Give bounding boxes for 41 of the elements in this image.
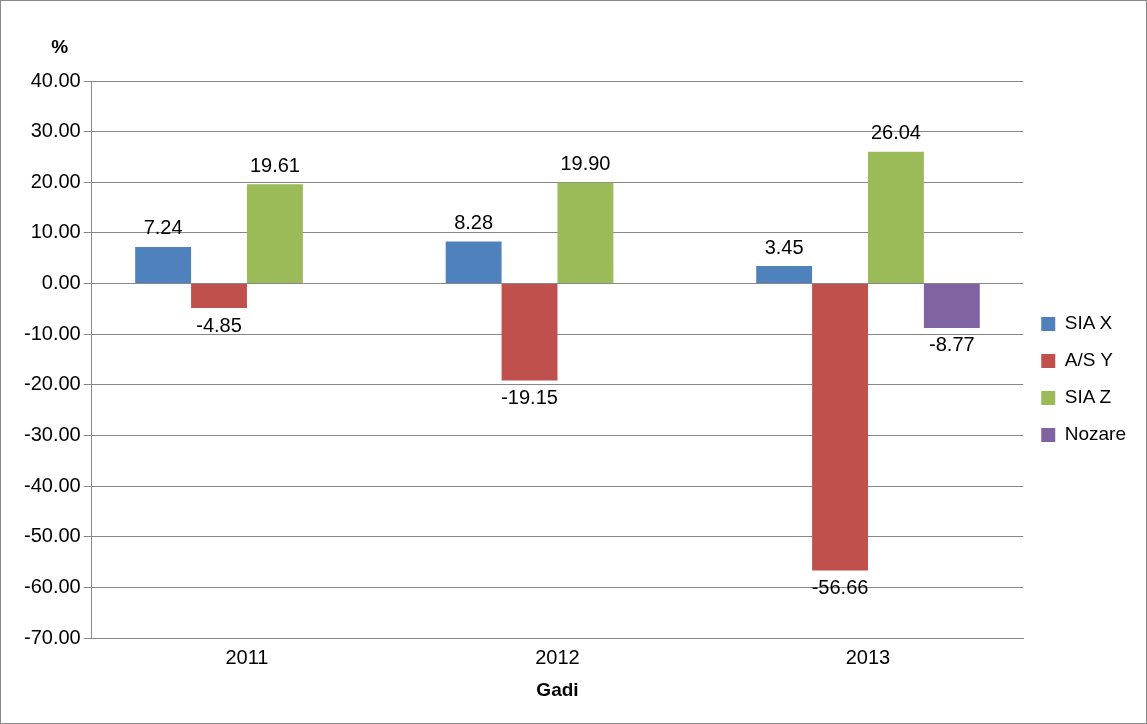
x-tick-label: 2012	[535, 645, 580, 668]
y-tick-label: 10.00	[30, 220, 81, 243]
y-tick-label: -40.00	[23, 473, 81, 496]
bar	[923, 284, 980, 328]
data-label: -56.66	[811, 575, 869, 598]
y-tick-label: 20.00	[30, 169, 81, 192]
legend-label: Nozare	[1064, 423, 1126, 445]
y-tick-label: -10.00	[23, 321, 81, 344]
bar	[756, 266, 813, 284]
bar	[812, 284, 868, 571]
legend-label: SIA Z	[1064, 386, 1112, 408]
x-axis-title: Gadi	[536, 679, 579, 700]
data-label: 19.90	[560, 152, 611, 175]
data-label: 7.24	[143, 216, 183, 239]
bar	[501, 284, 558, 381]
y-tick-label: 30.00	[30, 119, 81, 142]
data-label: 26.04	[870, 121, 921, 144]
data-label: -19.15	[501, 386, 558, 409]
y-axis-title: %	[51, 36, 69, 57]
bar	[557, 182, 614, 284]
y-tick-label: -30.00	[23, 422, 81, 445]
legend-label: A/S Y	[1064, 349, 1114, 371]
data-label: -4.85	[196, 313, 242, 336]
bar	[445, 241, 502, 284]
bar	[246, 184, 303, 284]
x-tick-label: 2013	[845, 645, 891, 668]
data-label: -8.77	[929, 333, 975, 356]
bar	[135, 246, 192, 284]
y-tick-label: 0.00	[41, 271, 81, 294]
y-tick-label: -50.00	[23, 524, 81, 547]
y-tick-label: -60.00	[23, 574, 81, 597]
bar	[191, 284, 247, 309]
data-label: 19.61	[249, 153, 300, 176]
data-label: 8.28	[454, 211, 494, 234]
bar	[867, 151, 924, 284]
legend-label: SIA X	[1064, 312, 1113, 334]
x-tick-label: 2011	[225, 645, 269, 668]
y-tick-label: 40.00	[30, 68, 81, 91]
data-label: 3.45	[764, 235, 804, 258]
y-tick-label: -20.00	[23, 372, 81, 395]
y-tick-label: -70.00	[23, 625, 81, 648]
